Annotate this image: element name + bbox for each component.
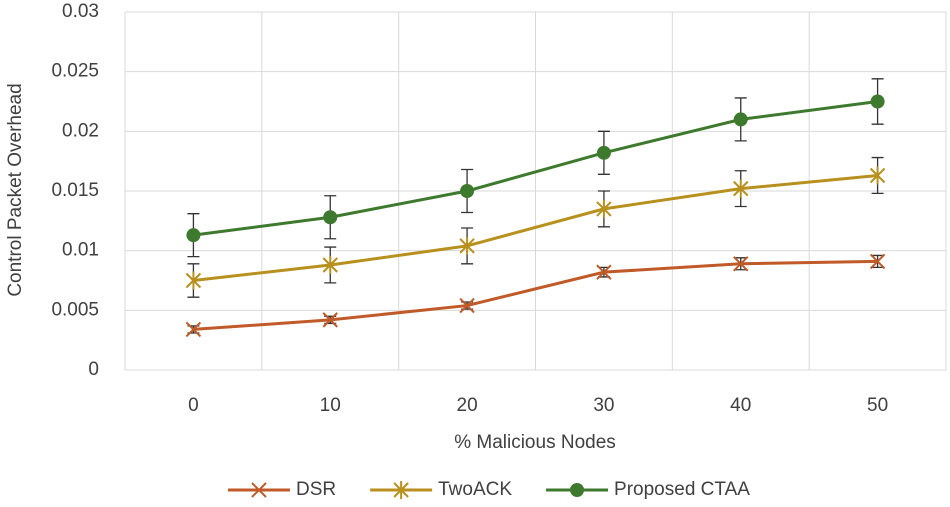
y-axis-label: Control Packet Overhead — [5, 83, 26, 296]
point — [185, 271, 202, 290]
x-tick-label: 10 — [320, 395, 341, 416]
x-tick-label: 40 — [730, 395, 751, 416]
x-tick-label: 0 — [188, 395, 199, 416]
y-tick-label: 0.02 — [62, 120, 99, 141]
y-tick-label: 0.01 — [62, 240, 99, 261]
line — [193, 173, 878, 282]
line — [193, 259, 878, 331]
y-tick-label: 0.03 — [62, 1, 99, 22]
legend-label: Proposed CTAA — [614, 479, 750, 500]
point — [870, 94, 885, 109]
point — [869, 166, 886, 185]
x-tick-label: 30 — [593, 395, 614, 416]
point — [570, 483, 585, 497]
legend-label: TwoACK — [438, 479, 512, 500]
point — [596, 145, 611, 160]
y-tick-label: 0.025 — [51, 61, 99, 82]
point — [733, 256, 749, 272]
x-axis-label: % Malicious Nodes — [454, 432, 616, 453]
point — [869, 253, 886, 270]
y-tick-label: 0 — [88, 359, 99, 380]
point — [733, 112, 748, 127]
point — [733, 179, 749, 198]
y-tick-label: 0.015 — [51, 180, 99, 201]
point — [185, 321, 202, 338]
point — [460, 184, 475, 198]
point — [393, 481, 409, 499]
point — [186, 228, 201, 243]
legend-label: DSR — [296, 479, 336, 500]
point — [596, 264, 612, 280]
y-tick-label: 0.005 — [51, 299, 99, 320]
point — [323, 210, 338, 225]
x-tick-label: 50 — [867, 395, 888, 416]
point — [251, 482, 267, 498]
point — [459, 297, 475, 314]
point — [459, 236, 475, 255]
x-tick-label: 20 — [457, 395, 478, 416]
point — [596, 199, 612, 218]
point — [322, 255, 338, 274]
line — [193, 100, 878, 237]
point — [322, 312, 338, 328]
